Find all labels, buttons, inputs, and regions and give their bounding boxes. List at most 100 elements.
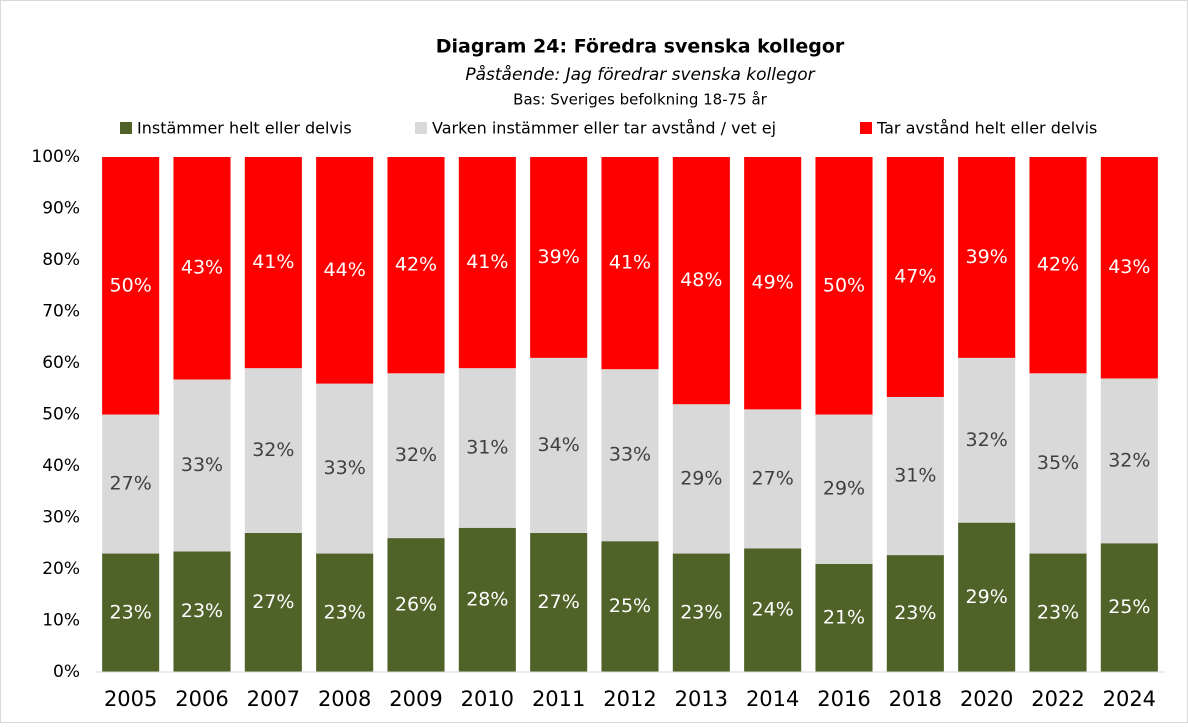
bar-segment [530, 157, 588, 358]
data-label: 50% [110, 274, 152, 296]
data-label: 31% [466, 436, 508, 458]
data-label: 43% [181, 257, 223, 279]
bar-segment [458, 368, 516, 528]
data-label: 44% [324, 259, 366, 281]
data-label: 23% [324, 601, 366, 623]
bar-segment [958, 522, 1016, 672]
legend-label: Instämmer helt eller delvis [137, 119, 352, 138]
legend-swatch [120, 122, 132, 134]
bar-segment [886, 396, 944, 556]
bar-segment [815, 414, 873, 564]
bar-segment [886, 555, 944, 672]
data-label: 23% [110, 601, 152, 623]
data-label: 27% [538, 591, 580, 613]
legend-label: Varken instämmer eller tar avstånd / vet… [432, 119, 776, 138]
data-label: 42% [1037, 254, 1079, 276]
bar-segment [1029, 553, 1087, 672]
y-tick-label: 60% [42, 353, 80, 373]
data-label: 49% [752, 272, 794, 294]
bar-segment [244, 532, 302, 672]
bar-segment [102, 157, 160, 415]
data-label: 27% [110, 473, 152, 495]
data-label: 24% [752, 599, 794, 621]
data-label: 33% [609, 444, 651, 466]
data-label: 27% [752, 467, 794, 489]
data-label: 35% [1037, 452, 1079, 474]
data-label: 41% [466, 251, 508, 273]
data-label: 33% [324, 457, 366, 479]
data-label: 48% [680, 269, 722, 291]
x-tick-label: 2005 [104, 687, 157, 711]
bar-segment [601, 157, 659, 370]
x-tick-label: 2013 [675, 687, 728, 711]
x-tick-label: 2014 [746, 687, 799, 711]
bar-segment [815, 157, 873, 415]
bar-segment [458, 527, 516, 672]
bar-segment [316, 553, 374, 672]
bar-segment [244, 368, 302, 533]
data-label: 26% [395, 594, 437, 616]
bar-segment [316, 383, 374, 554]
y-tick-label: 100% [31, 147, 80, 167]
data-label: 32% [252, 439, 294, 461]
data-label: 34% [538, 434, 580, 456]
chart-title: Diagram 24: Föredra svenska kollegor [436, 36, 845, 58]
bar-segment [102, 553, 160, 672]
data-label: 43% [1108, 256, 1150, 278]
data-label: 32% [395, 444, 437, 466]
x-tick-label: 2016 [817, 687, 870, 711]
data-label: 39% [966, 246, 1008, 268]
bar-segment [744, 409, 802, 549]
legend-swatch [415, 122, 427, 134]
data-label: 47% [894, 265, 936, 287]
x-tick-label: 2018 [889, 687, 942, 711]
chart-note: Bas: Sveriges befolkning 18-75 år [513, 91, 767, 109]
bar-segment [601, 369, 659, 542]
legend-label: Tar avstånd helt eller delvis [876, 119, 1097, 138]
chart-subtitle: Påstående: Jag föredrar svenska kollegor [465, 64, 815, 85]
data-label: 21% [823, 606, 865, 628]
x-tick-label: 2020 [960, 687, 1013, 711]
data-label: 27% [252, 591, 294, 613]
data-label: 31% [894, 465, 936, 487]
y-tick-label: 30% [42, 508, 80, 528]
y-tick-label: 20% [42, 559, 80, 579]
data-label: 25% [1108, 596, 1150, 618]
y-tick-label: 40% [42, 456, 80, 476]
y-tick-label: 50% [42, 405, 80, 425]
bar-segment [744, 157, 802, 410]
x-tick-label: 2009 [389, 687, 442, 711]
data-label: 33% [181, 454, 223, 476]
data-label: 23% [1037, 601, 1079, 623]
bar-segment [530, 532, 588, 672]
bar-segment [316, 157, 374, 384]
bar-segment [744, 548, 802, 672]
x-tick-label: 2006 [175, 687, 228, 711]
bar-segment [173, 157, 231, 380]
bar-segment [958, 357, 1016, 523]
x-tick-label: 2022 [1031, 687, 1084, 711]
y-tick-label: 10% [42, 611, 80, 631]
bar-segment [387, 373, 445, 539]
bar-segment [173, 379, 231, 552]
y-tick-label: 80% [42, 250, 80, 270]
bar-segment [1100, 378, 1158, 544]
x-tick-label: 2008 [318, 687, 371, 711]
bar-segment [1100, 157, 1158, 379]
legend-swatch [860, 122, 872, 134]
data-label: 29% [966, 586, 1008, 608]
data-label: 23% [894, 602, 936, 624]
bar-segment [1029, 373, 1087, 554]
bar-segment [601, 541, 659, 672]
y-tick-label: 70% [42, 302, 80, 322]
data-label: 29% [680, 467, 722, 489]
x-tick-label: 2007 [247, 687, 300, 711]
data-label: 23% [181, 600, 223, 622]
bar-segment [672, 404, 730, 554]
bar-segment [244, 157, 302, 369]
bar-segment [458, 157, 516, 369]
bar-segment [672, 157, 730, 405]
bar-segment [672, 553, 730, 672]
y-tick-label: 90% [42, 199, 80, 219]
